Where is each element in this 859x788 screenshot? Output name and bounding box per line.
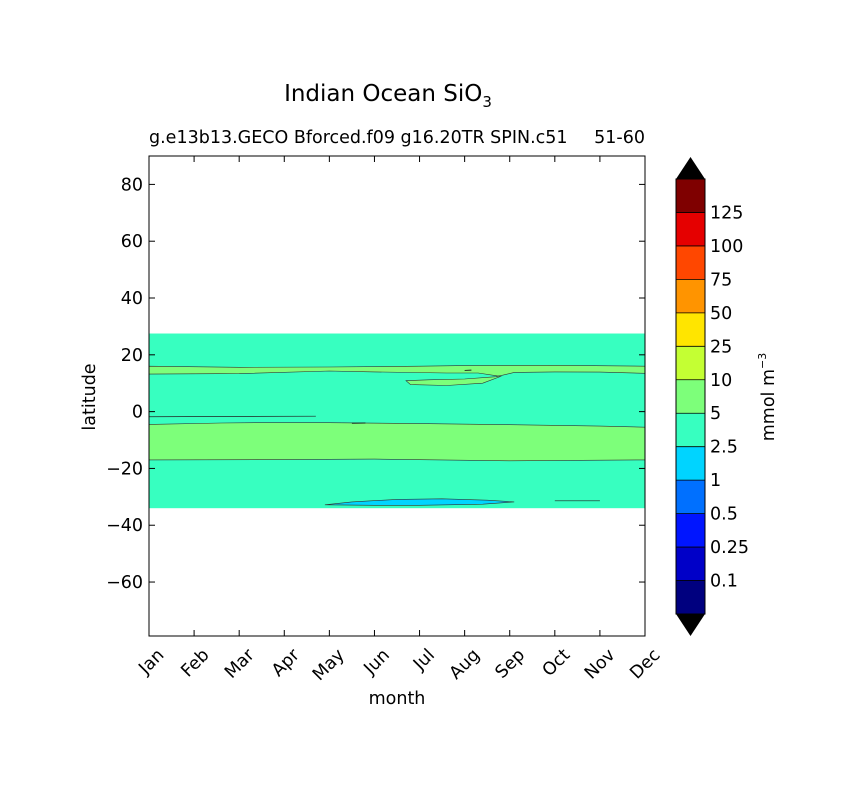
colorbar-segment	[676, 312, 705, 347]
colorbar-segment	[676, 547, 705, 581]
colorbar-tick-label: 100	[710, 237, 743, 257]
colorbar-tick-label: 0.1	[710, 572, 738, 592]
colorbar-tick-label: 5	[710, 404, 721, 424]
region-southern-band	[149, 422, 645, 462]
chart-title: Indian Ocean SiO3	[284, 81, 492, 111]
region-low-patch	[324, 498, 515, 506]
colorbar-segment	[676, 413, 705, 447]
contour-fills	[149, 333, 645, 509]
y-tick-label: 0	[132, 403, 143, 423]
y-tick-label: 20	[121, 346, 143, 366]
chart-subtitle-right: 51-60	[594, 128, 645, 148]
y-tick-label: 80	[121, 175, 143, 195]
y-tick-label: −40	[106, 516, 143, 536]
colorbar-tick-label: 25	[710, 337, 732, 357]
colorbar-tick-label: 50	[710, 304, 732, 324]
y-tick-label: −20	[106, 459, 143, 479]
y-axis: 80 60 40 20 0 −20 −40 −60	[106, 175, 645, 593]
colorbar-segment	[676, 245, 705, 280]
chart-subtitle-left: g.e13b13.GECO Bforced.f09 g16.20TR SPIN.…	[149, 128, 568, 148]
colorbar-segment	[676, 580, 705, 615]
colorbar-tick-label: 125	[710, 203, 743, 223]
colorbar-segment	[676, 480, 705, 514]
x-axis-label: month	[369, 689, 426, 709]
colorbar-tick-label: 1	[710, 471, 721, 491]
colorbar-segment	[676, 212, 705, 247]
colorbar-segment	[676, 279, 705, 314]
plot-frame	[148, 155, 646, 637]
colorbar-segment	[676, 179, 705, 213]
colorbar-segment	[676, 446, 705, 481]
colorbar-segment	[676, 379, 705, 414]
region-northern-band	[149, 364, 645, 386]
colorbar-tick-label: 0.5	[710, 505, 738, 525]
colorbar-label: mmol m−3	[756, 353, 779, 442]
colorbar-tick-label: 2.5	[710, 438, 738, 458]
colorbar-segment	[676, 513, 705, 548]
colorbar-tick-label: 75	[710, 270, 732, 290]
y-tick-label: 40	[121, 289, 143, 309]
colorbar-frame	[675, 178, 706, 615]
contour-line-equatorial	[149, 415, 316, 418]
colorbar-tick-label: 0.25	[710, 538, 749, 558]
y-axis-label: latitude	[80, 363, 100, 430]
y-tick-label: −60	[106, 573, 143, 593]
colorbar-segment	[676, 346, 705, 381]
colorbar-extend-max	[676, 157, 705, 179]
colorbar-extend-min	[676, 614, 705, 636]
colorbar: 0.1 0.25 0.5 1 2.5 5 10 25 50 75 100 125	[675, 157, 749, 636]
y-tick-label: 60	[121, 232, 143, 252]
colorbar-tick-label: 10	[710, 371, 732, 391]
region-background	[149, 333, 645, 509]
contour-lines	[149, 369, 600, 502]
